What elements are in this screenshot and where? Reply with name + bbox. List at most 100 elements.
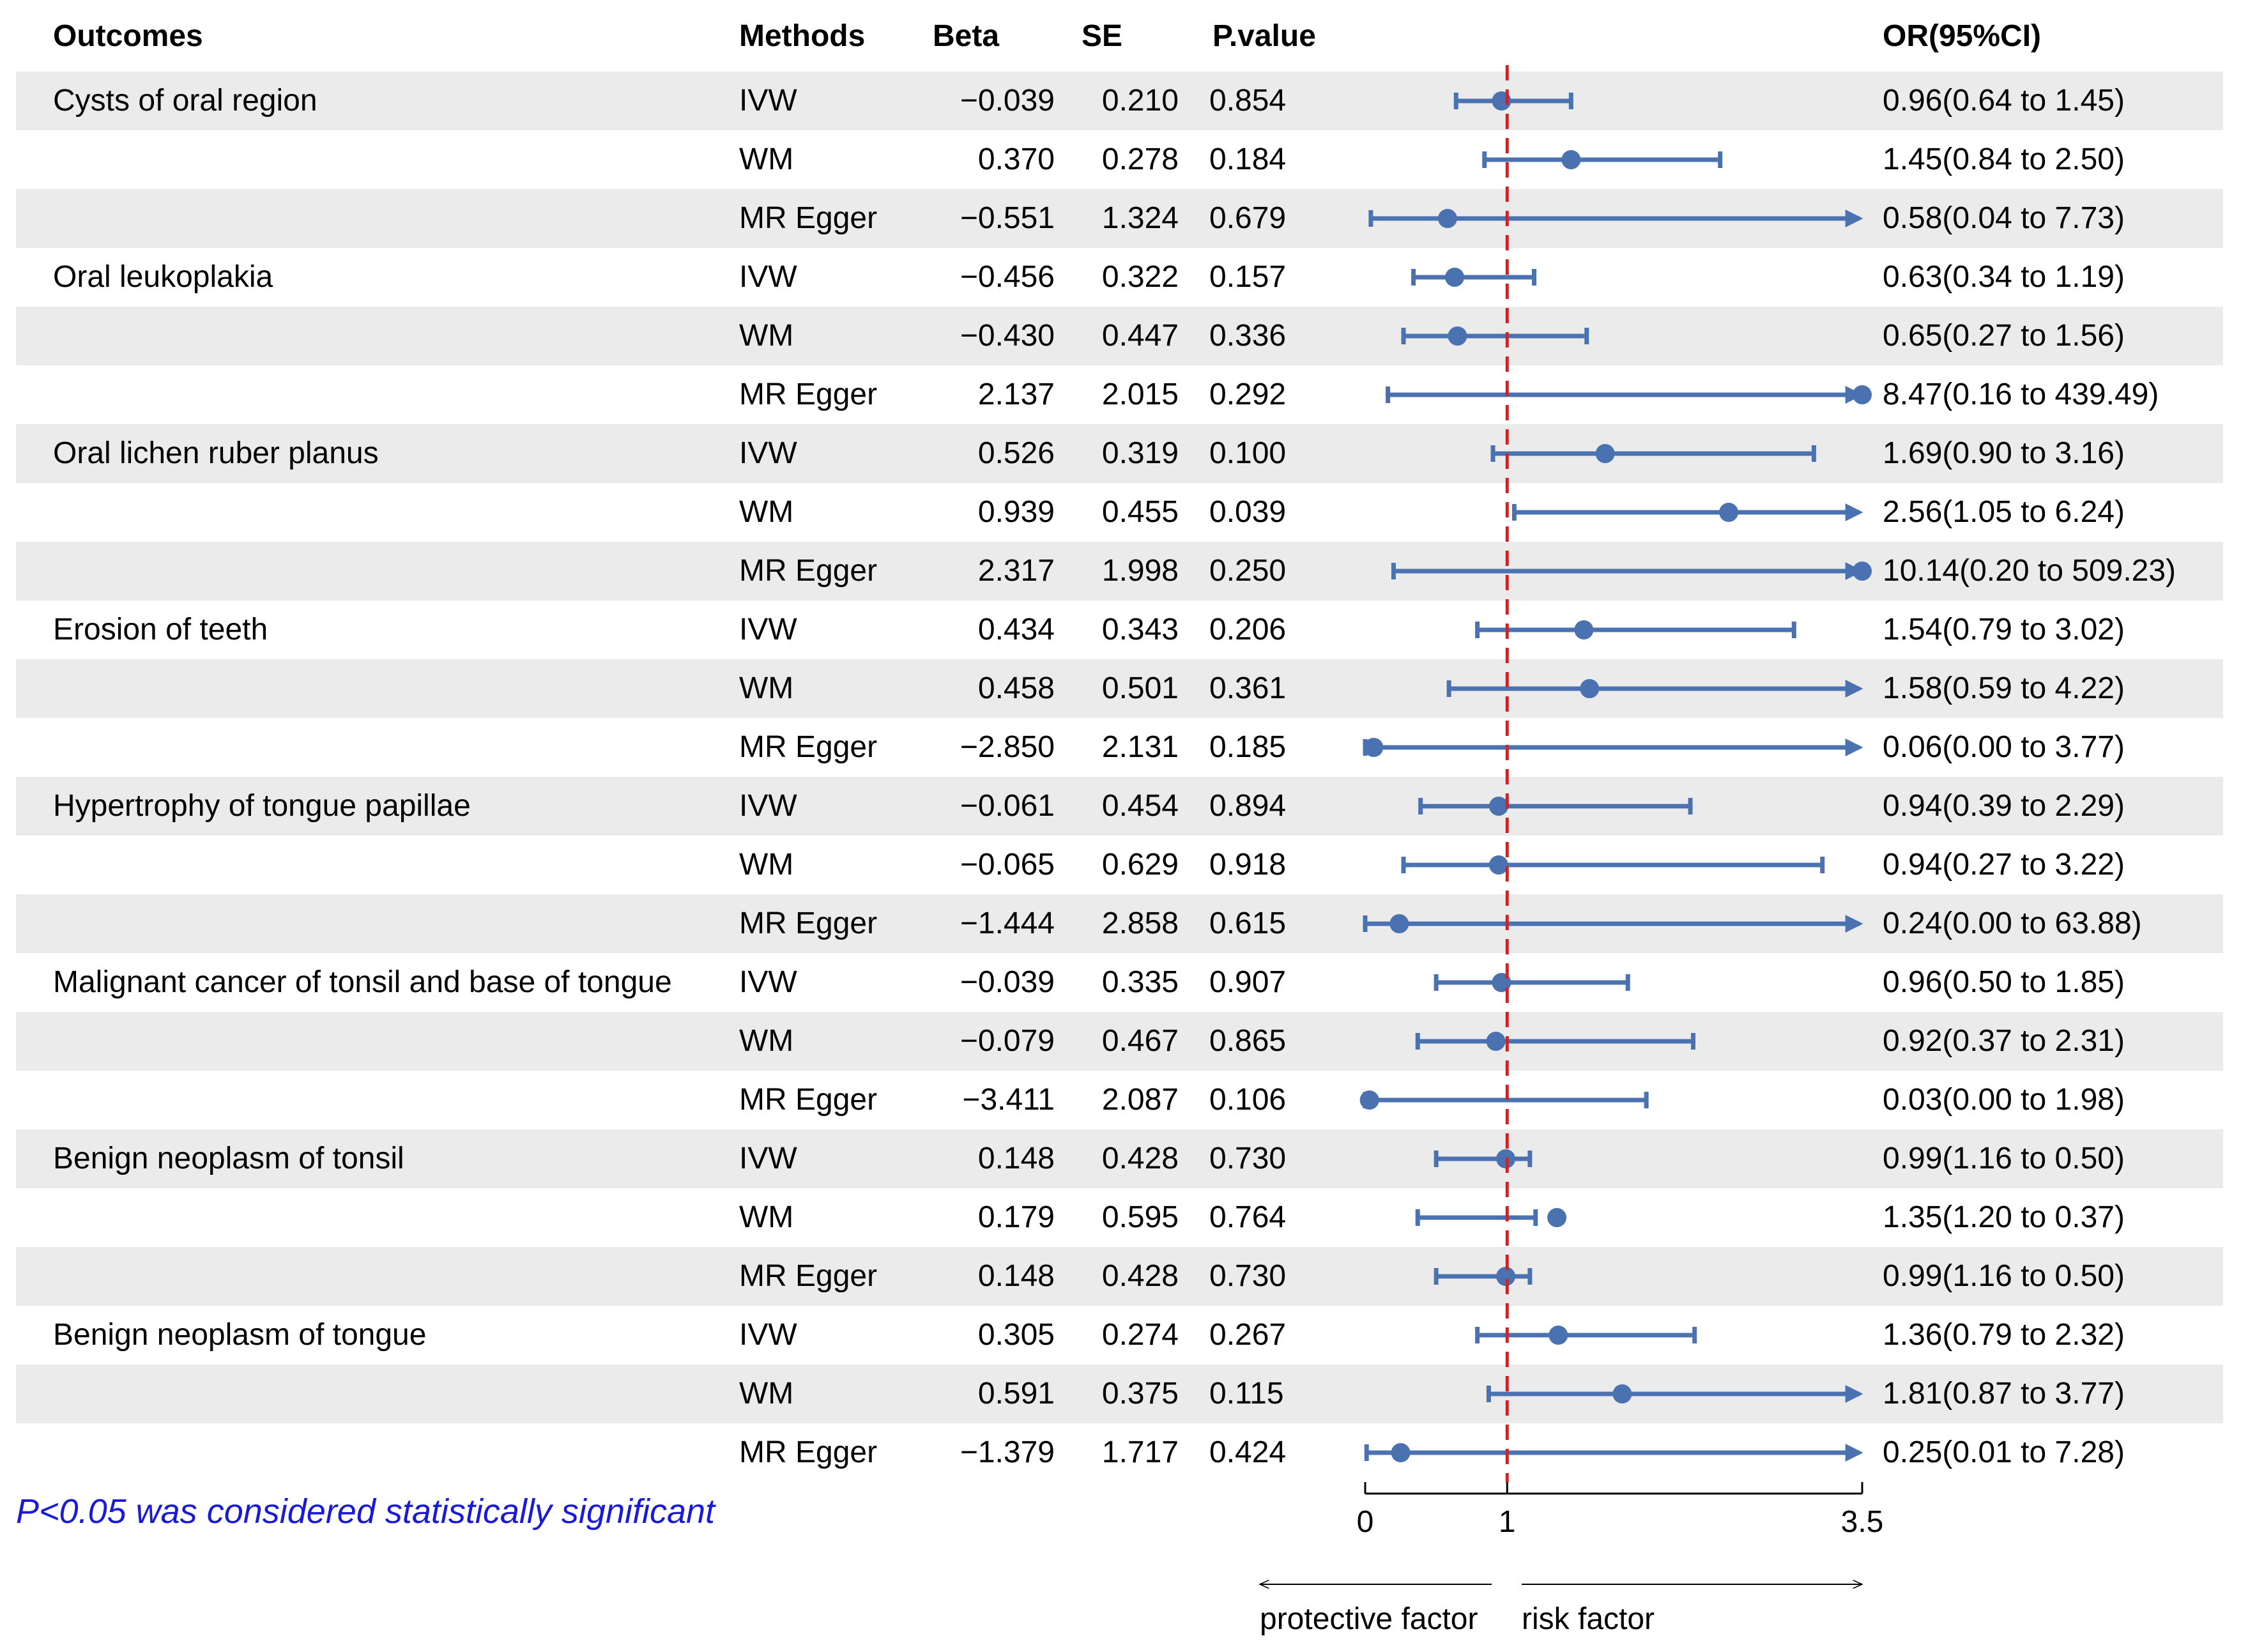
pvalue-value: 0.250 — [1209, 554, 1287, 588]
se-value: 0.595 — [1101, 1200, 1179, 1234]
beta-value: −0.430 — [960, 319, 1055, 353]
x-tick-label: 1 — [1499, 1505, 1516, 1539]
or-ci-text: 0.24(0.00 to 63.88) — [1883, 906, 2142, 940]
header-methods: Methods — [739, 19, 866, 53]
method-label: IVW — [739, 1318, 797, 1352]
pvalue-value: 0.292 — [1209, 378, 1287, 411]
risk-factor-label: risk factor — [1522, 1602, 1655, 1636]
outcome-label: Benign neoplasm of tongue — [53, 1318, 427, 1352]
method-label: WM — [739, 671, 794, 705]
point-estimate — [1561, 150, 1581, 169]
beta-value: −3.411 — [962, 1083, 1055, 1117]
outcome-label: Oral leukoplakia — [53, 260, 273, 294]
beta-value: 2.317 — [977, 554, 1055, 588]
table-row: Hypertrophy of tongue papillae IVW −0.061 0… — [16, 777, 2223, 836]
se-value: 1.998 — [1101, 554, 1179, 588]
pvalue-value: 0.424 — [1209, 1435, 1287, 1469]
beta-value: −0.061 — [960, 789, 1055, 823]
se-value: 0.428 — [1101, 1142, 1179, 1175]
point-estimate — [1486, 1032, 1506, 1051]
se-value: 0.319 — [1101, 436, 1179, 470]
point-estimate — [1549, 1326, 1568, 1345]
beta-value: −2.850 — [960, 730, 1055, 764]
table-row: Erosion of teeth IVW 0.434 0.343 0.206 1.54(0… — [16, 600, 2223, 659]
point-estimate — [1612, 1384, 1632, 1403]
pvalue-value: 0.730 — [1209, 1142, 1287, 1175]
or-ci-text: 8.47(0.16 to 439.49) — [1883, 378, 2159, 411]
se-value: 2.015 — [1101, 378, 1179, 411]
se-value: 0.210 — [1101, 84, 1179, 118]
beta-value: −0.551 — [960, 201, 1055, 235]
pvalue-value: 0.907 — [1209, 965, 1287, 999]
table-row: Malignant cancer of tonsil and base of t… — [16, 953, 2223, 1012]
beta-value: −0.039 — [960, 965, 1055, 999]
se-value: 0.428 — [1101, 1259, 1179, 1293]
x-tick-label: 3.5 — [1841, 1505, 1884, 1539]
table-row: MR Egger 0.148 0.428 0.730 0.99(1.16 to 0.50… — [16, 1247, 2223, 1306]
se-value: 0.447 — [1101, 319, 1179, 353]
outcome-label: Hypertrophy of tongue papillae — [53, 789, 471, 823]
table-row: WM −0.065 0.629 0.918 0.94(0.27 to 3.22) — [16, 836, 2223, 894]
method-label: WM — [739, 848, 794, 882]
outcome-label: Benign neoplasm of tonsil — [53, 1142, 404, 1175]
method-label: IVW — [739, 613, 797, 646]
se-value: 0.375 — [1101, 1377, 1179, 1411]
point-estimate — [1719, 503, 1739, 522]
beta-value: 0.591 — [977, 1377, 1055, 1411]
table-row: Oral leukoplakia IVW −0.456 0.322 0.157 0.63(… — [16, 248, 2223, 307]
se-value: 0.322 — [1101, 260, 1179, 294]
header-pvalue: P.value — [1212, 19, 1316, 53]
beta-value: 0.458 — [977, 671, 1055, 705]
point-estimate — [1595, 444, 1615, 463]
table-row: MR Egger −1.379 1.717 0.424 0.25(0.01 to 7.2… — [16, 1423, 2223, 1482]
beta-value: 0.179 — [977, 1200, 1055, 1234]
point-estimate — [1488, 855, 1508, 875]
beta-value: −0.079 — [960, 1024, 1055, 1058]
beta-value: 0.526 — [977, 436, 1055, 470]
method-label: WM — [739, 495, 794, 529]
or-ci-text: 1.35(1.20 to 0.37) — [1883, 1200, 2125, 1234]
table-row: WM 0.179 0.595 0.764 1.35(1.20 to 0.37) — [16, 1188, 2223, 1247]
point-estimate — [1445, 268, 1465, 287]
outcome-label: Erosion of teeth — [53, 613, 268, 646]
method-label: MR Egger — [739, 1435, 878, 1469]
header-se: SE — [1082, 19, 1123, 53]
pvalue-value: 0.894 — [1209, 789, 1287, 823]
method-label: WM — [739, 142, 794, 176]
pvalue-value: 0.185 — [1209, 730, 1287, 764]
or-ci-text: 2.56(1.05 to 6.24) — [1883, 495, 2125, 529]
method-label: IVW — [739, 1142, 797, 1175]
pvalue-value: 0.106 — [1209, 1083, 1287, 1117]
se-value: 0.501 — [1101, 671, 1179, 705]
beta-value: 0.434 — [977, 613, 1055, 646]
or-ci-text: 0.58(0.04 to 7.73) — [1883, 201, 2125, 235]
table-row: WM −0.079 0.467 0.865 0.92(0.37 to 2.31) — [16, 1012, 2223, 1071]
point-estimate — [1580, 679, 1600, 698]
method-label: MR Egger — [739, 1259, 878, 1293]
or-ci-text: 0.63(0.34 to 1.19) — [1883, 260, 2125, 294]
method-label: IVW — [739, 260, 797, 294]
table-row: WM 0.370 0.278 0.184 1.45(0.84 to 2.50) — [16, 130, 2223, 189]
method-label: MR Egger — [739, 906, 878, 940]
or-ci-text: 1.54(0.79 to 3.02) — [1883, 613, 2125, 646]
or-ci-text: 0.99(1.16 to 0.50) — [1883, 1142, 2125, 1175]
method-label: IVW — [739, 789, 797, 823]
method-label: WM — [739, 319, 794, 353]
or-ci-text: 0.96(0.64 to 1.45) — [1883, 84, 2125, 118]
or-ci-text: 0.99(1.16 to 0.50) — [1883, 1259, 2125, 1293]
or-ci-text: 0.92(0.37 to 2.31) — [1883, 1024, 2125, 1058]
or-ci-text: 0.65(0.27 to 1.56) — [1883, 319, 2125, 353]
point-estimate — [1496, 1267, 1516, 1286]
point-estimate — [1853, 385, 1872, 404]
beta-value: −0.065 — [960, 848, 1055, 882]
table-row: MR Egger 2.137 2.015 0.292 8.47(0.16 to 439.… — [16, 365, 2223, 424]
outcome-label: Cysts of oral region — [53, 84, 317, 118]
se-value: 1.717 — [1101, 1435, 1179, 1469]
method-label: MR Egger — [739, 378, 878, 411]
pvalue-value: 0.039 — [1209, 495, 1287, 529]
point-estimate — [1389, 914, 1409, 933]
se-value: 0.335 — [1101, 965, 1179, 999]
se-value: 0.274 — [1101, 1318, 1179, 1352]
method-label: MR Egger — [739, 730, 878, 764]
beta-value: 0.305 — [977, 1318, 1055, 1352]
